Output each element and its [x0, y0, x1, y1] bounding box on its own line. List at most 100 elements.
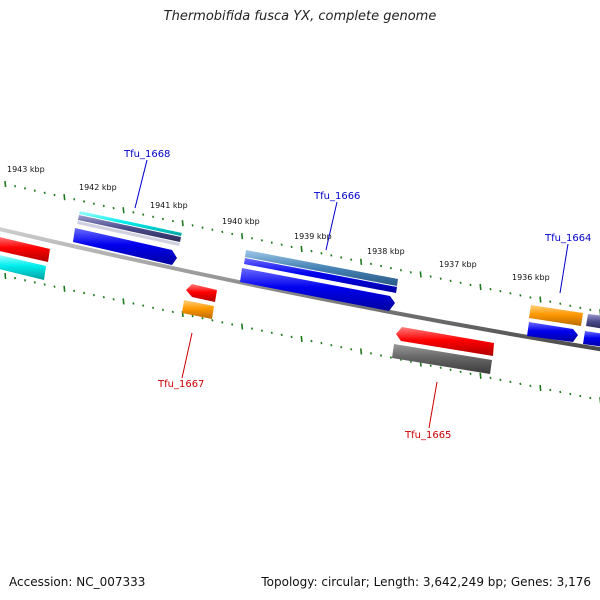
- outer-ring-minor-tick: [211, 228, 214, 231]
- outer-ring-minor-tick: [330, 254, 333, 257]
- outer-ring-minor-tick: [191, 224, 194, 227]
- inner-ring-minor-tick: [559, 390, 562, 394]
- inner-ring-major-tick: [241, 323, 244, 330]
- inner-ring-minor-tick: [250, 327, 254, 330]
- outer-ring-minor-tick: [409, 271, 412, 274]
- outer-ring-minor-tick: [569, 304, 572, 308]
- gene-label-tfu-1665[interactable]: Tfu_1665: [404, 430, 451, 441]
- gene-arrow-tfu-1665[interactable]: [396, 327, 494, 356]
- outer-ring-minor-tick: [499, 289, 502, 293]
- kbp-label-1937: 1937 kbp: [439, 260, 477, 269]
- gene-label-tfu-1666[interactable]: Tfu_1666: [313, 191, 360, 202]
- outer-ring-major-tick: [479, 283, 482, 291]
- inner-ring-minor-tick: [33, 281, 36, 284]
- gene-arrow-tfu-1664[interactable]: [527, 322, 578, 342]
- inner-tick-ring: [4, 272, 600, 404]
- outer-ring-minor-tick: [250, 237, 254, 240]
- gene-arrow-left-red[interactable]: [0, 236, 50, 262]
- inner-ring-minor-tick: [310, 339, 313, 343]
- feature-bar-light[interactable]: [77, 221, 180, 246]
- outer-ring-minor-tick: [201, 226, 204, 229]
- inner-ring-minor-tick: [191, 314, 194, 318]
- outer-ring-minor-tick: [310, 249, 313, 253]
- inner-ring-major-tick: [122, 298, 125, 305]
- inner-ring-minor-tick: [132, 302, 135, 305]
- inner-ring-minor-tick: [379, 354, 383, 357]
- outer-ring-minor-tick: [369, 262, 373, 266]
- kbp-label-1938: 1938 kbp: [367, 247, 405, 256]
- feature-bar-blue[interactable]: [244, 258, 397, 293]
- gene-label-tfu-1668[interactable]: Tfu_1668: [123, 149, 170, 160]
- outer-ring-minor-tick: [92, 202, 95, 205]
- outer-ring-minor-tick: [399, 268, 402, 272]
- inner-ring-minor-tick: [112, 298, 115, 301]
- outer-ring-minor-tick: [529, 296, 532, 299]
- outer-ring-major-tick: [122, 207, 125, 214]
- kbp-label-1942: 1942 kbp: [79, 183, 117, 192]
- outer-ring-minor-tick: [112, 206, 115, 210]
- gene-arrow-left-cyan[interactable]: [0, 254, 46, 280]
- feature-bar-steel[interactable]: [245, 250, 398, 286]
- outer-ring-minor-tick: [350, 258, 353, 261]
- feature-bar-right-slate[interactable]: [586, 314, 600, 329]
- outer-ring-minor-tick: [389, 266, 392, 270]
- leader-tfu-1668: [134, 159, 148, 209]
- gene-arrow-tfu-1666[interactable]: [240, 268, 395, 311]
- outer-ring-minor-tick: [260, 239, 263, 242]
- outer-ring-minor-tick: [161, 217, 165, 221]
- gene-arrow-tfu-1664-orange[interactable]: [529, 305, 583, 326]
- leader-tfu-1666: [325, 201, 338, 251]
- gene-label-tfu-1664[interactable]: Tfu_1664: [544, 233, 591, 244]
- outer-ring-minor-tick: [559, 302, 562, 305]
- inner-ring-minor-tick: [489, 376, 492, 380]
- inner-ring-minor-tick: [231, 323, 234, 326]
- outer-ring-minor-tick: [33, 189, 36, 192]
- inner-ring-minor-tick: [439, 366, 442, 369]
- inner-ring-minor-tick: [161, 308, 165, 312]
- inner-ring-minor-tick: [469, 372, 472, 376]
- inner-ring-minor-tick: [152, 306, 155, 310]
- inner-ring-minor-tick: [449, 368, 452, 372]
- gene-arrow-tfu-1665-gray[interactable]: [392, 344, 492, 374]
- leader-tfu-1667: [181, 332, 193, 379]
- inner-ring-major-tick: [300, 335, 303, 343]
- inner-ring-minor-tick: [320, 341, 323, 345]
- kbp-label-1940: 1940 kbp: [222, 217, 260, 226]
- inner-ring-minor-tick: [499, 378, 502, 382]
- inner-ring-minor-tick: [201, 316, 204, 320]
- inner-ring-minor-tick: [429, 364, 432, 367]
- outer-ring-minor-tick: [509, 292, 512, 295]
- inner-ring-minor-tick: [221, 321, 224, 324]
- inner-ring-minor-tick: [350, 348, 353, 351]
- outer-ring-minor-tick: [469, 283, 472, 287]
- inner-ring-minor-tick: [290, 335, 293, 339]
- inner-ring-minor-tick: [519, 382, 522, 386]
- feature-bar-slate[interactable]: [78, 215, 181, 242]
- outer-ring-minor-tick: [280, 243, 283, 246]
- outer-ring-minor-tick: [439, 277, 442, 280]
- outer-ring-minor-tick: [132, 211, 135, 214]
- inner-ring-minor-tick: [459, 370, 462, 374]
- kbp-label-1941: 1941 kbp: [150, 201, 188, 210]
- outer-ring-minor-tick: [23, 187, 27, 190]
- gene-arrow-tfu-1667-orange[interactable]: [182, 300, 214, 319]
- outer-ring-minor-tick: [379, 264, 383, 268]
- inner-ring-major-tick: [479, 372, 482, 379]
- gene-arrow-tfu-1668[interactable]: [73, 228, 177, 265]
- inner-ring-minor-tick: [260, 329, 263, 332]
- inner-ring-minor-tick: [53, 285, 56, 288]
- outer-ring-minor-tick: [83, 200, 86, 203]
- outer-ring-minor-tick: [142, 213, 145, 216]
- inner-ring-minor-tick: [92, 293, 95, 297]
- accession-text: Accession: NC_007333: [9, 575, 146, 589]
- inner-ring-major-tick: [539, 384, 542, 392]
- inner-ring-minor-tick: [280, 333, 283, 337]
- gene-arrow-tfu-1667[interactable]: [186, 284, 217, 302]
- inner-ring-minor-tick: [579, 394, 582, 398]
- gene-label-tfu-1667[interactable]: Tfu_1667: [157, 379, 204, 390]
- feature-bar-cyan[interactable]: [79, 211, 182, 236]
- feature-bar-right-blue[interactable]: [583, 331, 600, 347]
- inner-ring-minor-tick: [589, 396, 592, 400]
- outer-ring-major-tick: [300, 245, 303, 253]
